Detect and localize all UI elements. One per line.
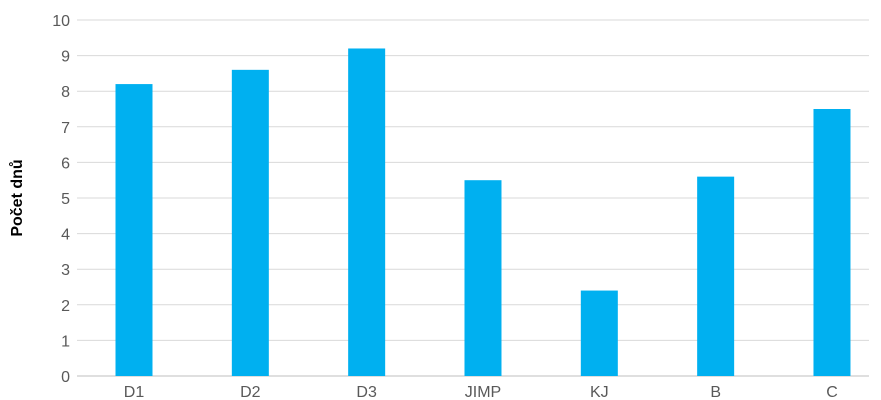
x-tick-label: D2	[240, 384, 261, 400]
x-tick-label: JIMP	[465, 384, 501, 400]
y-tick-label: 3	[61, 262, 70, 279]
y-axis-ticks: 0 1 2 3 4 5 6 7 8 9 10	[52, 13, 70, 386]
x-axis-ticks: D1 D2 D3 JIMP KJ B C	[124, 384, 838, 400]
x-tick-label: C	[826, 384, 838, 400]
y-axis-title: Počet dnů	[9, 159, 26, 236]
bars	[115, 48, 851, 376]
y-tick-label: 0	[61, 369, 70, 386]
y-tick-label: 5	[61, 191, 70, 208]
bar-b	[697, 176, 735, 376]
bar-jimp	[464, 180, 502, 376]
y-tick-label: 7	[61, 120, 70, 137]
bar-c	[813, 109, 851, 376]
bar-kj	[580, 290, 618, 376]
y-tick-label: 9	[61, 49, 70, 66]
x-tick-label: B	[710, 384, 721, 400]
y-tick-label: 10	[52, 13, 70, 30]
x-tick-label: D3	[356, 384, 377, 400]
y-tick-label: 4	[61, 227, 70, 244]
x-tick-label: D1	[124, 384, 145, 400]
bar-d2	[231, 69, 269, 376]
bar-d3	[348, 48, 386, 376]
y-tick-label: 1	[61, 333, 70, 350]
y-tick-label: 8	[61, 84, 70, 101]
bar-d1	[115, 84, 153, 376]
y-tick-label: 2	[61, 298, 70, 315]
x-tick-label: KJ	[590, 384, 609, 400]
y-tick-label: 6	[61, 155, 70, 172]
